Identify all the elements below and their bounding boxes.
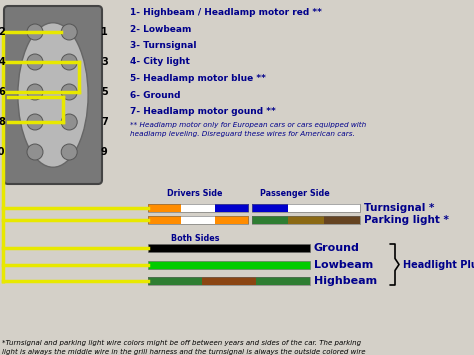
Bar — [202, 277, 256, 285]
Bar — [252, 216, 360, 224]
Text: 10: 10 — [0, 147, 5, 157]
Bar — [148, 216, 248, 224]
Text: Headlight Plug: Headlight Plug — [403, 260, 474, 269]
Text: 7- Headlamp motor gound **: 7- Headlamp motor gound ** — [130, 107, 276, 116]
Bar — [182, 216, 215, 224]
Text: *Turnsignal and parking light wire colors might be off between years and sides o: *Turnsignal and parking light wire color… — [2, 340, 361, 346]
Circle shape — [61, 54, 77, 70]
Bar — [324, 216, 361, 224]
Text: 5: 5 — [101, 87, 108, 97]
Bar — [215, 216, 248, 224]
Text: 1- Highbeam / Headlamp motor red **: 1- Highbeam / Headlamp motor red ** — [130, 8, 322, 17]
Text: 1: 1 — [101, 27, 108, 37]
Bar — [288, 216, 325, 224]
Text: Ground: Ground — [314, 243, 360, 253]
Text: 9: 9 — [101, 147, 108, 157]
Text: 5- Headlamp motor blue **: 5- Headlamp motor blue ** — [130, 74, 266, 83]
Bar — [252, 204, 289, 212]
Text: 3- Turnsignal: 3- Turnsignal — [130, 41, 197, 50]
Text: 7: 7 — [101, 117, 108, 127]
Bar — [288, 204, 325, 212]
Bar — [148, 216, 182, 224]
Text: 2: 2 — [0, 27, 5, 37]
Bar — [148, 277, 202, 285]
Bar — [252, 204, 360, 212]
Bar — [256, 277, 310, 285]
Circle shape — [27, 144, 43, 160]
Circle shape — [61, 24, 77, 40]
Circle shape — [27, 24, 43, 40]
Text: Parking light *: Parking light * — [364, 215, 449, 225]
Circle shape — [61, 144, 77, 160]
Bar — [148, 244, 310, 252]
Text: ** Headlamp motor only for European cars or cars equipped with: ** Headlamp motor only for European cars… — [130, 121, 366, 127]
Text: Drivers Side: Drivers Side — [167, 189, 223, 198]
Text: Passenger Side: Passenger Side — [260, 189, 330, 198]
FancyBboxPatch shape — [4, 6, 102, 184]
Text: 6: 6 — [0, 87, 5, 97]
Text: 6- Ground: 6- Ground — [130, 91, 181, 99]
Text: Turnsignal *: Turnsignal * — [364, 203, 434, 213]
Bar — [182, 204, 215, 212]
Ellipse shape — [18, 23, 88, 167]
Text: 8: 8 — [0, 117, 5, 127]
Bar — [215, 204, 248, 212]
Text: headlamp leveling. Disreguard these wires for American cars.: headlamp leveling. Disreguard these wire… — [130, 131, 355, 137]
Text: Both Sides: Both Sides — [171, 234, 219, 243]
Text: Highbeam: Highbeam — [314, 276, 377, 286]
Bar — [252, 216, 289, 224]
Circle shape — [27, 114, 43, 130]
Text: 2- Lowbeam: 2- Lowbeam — [130, 24, 191, 33]
Text: 3: 3 — [101, 57, 108, 67]
Bar — [148, 204, 248, 212]
Text: light is always the middle wire in the grill harness and the turnsignal is alway: light is always the middle wire in the g… — [2, 349, 365, 355]
Text: 4- City light: 4- City light — [130, 58, 190, 66]
Text: Lowbeam: Lowbeam — [314, 260, 373, 270]
Bar — [324, 204, 361, 212]
Circle shape — [61, 84, 77, 100]
Bar — [148, 204, 182, 212]
Circle shape — [27, 84, 43, 100]
Text: 4: 4 — [0, 57, 5, 67]
Bar — [148, 261, 310, 269]
Bar — [148, 277, 310, 285]
Circle shape — [61, 114, 77, 130]
Circle shape — [27, 54, 43, 70]
